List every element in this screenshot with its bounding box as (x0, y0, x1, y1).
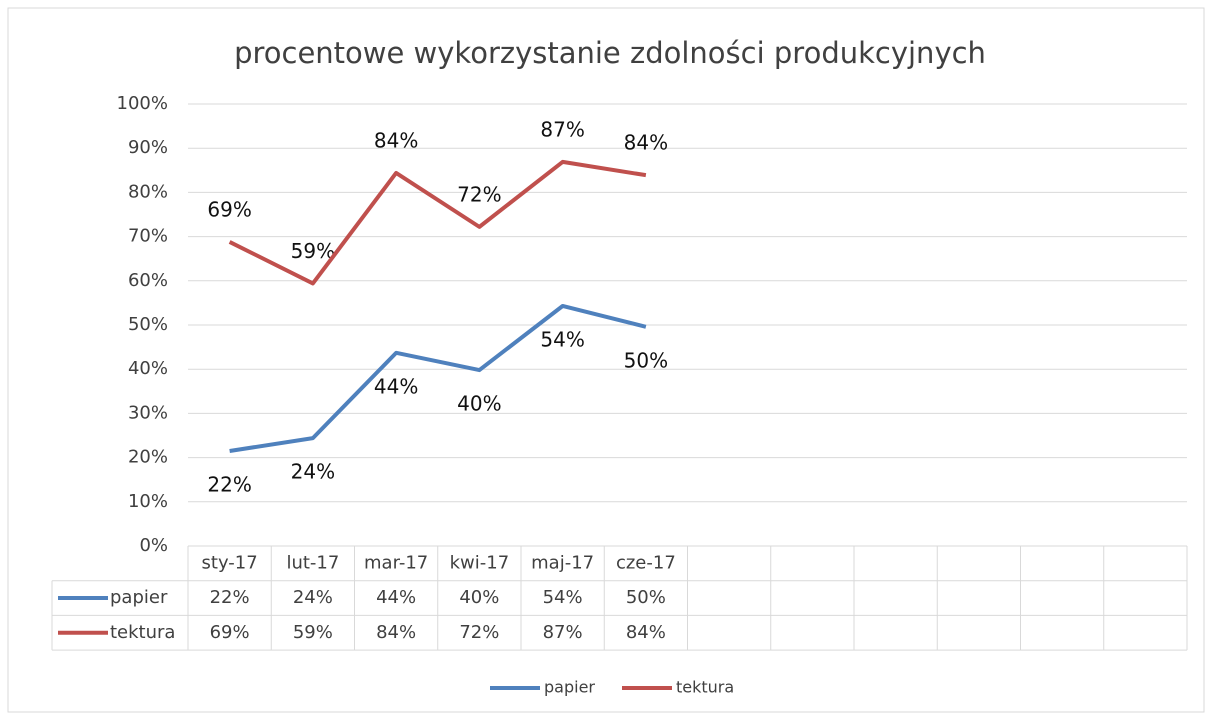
y-tick-label: 100% (117, 93, 168, 114)
legend-label: papier (544, 678, 595, 697)
y-tick-label: 90% (128, 137, 168, 158)
data-label: 87% (540, 117, 584, 141)
table-cell: 72% (459, 622, 499, 643)
data-label: 72% (457, 182, 501, 206)
chart-title: procentowe wykorzystanie zdolności produ… (234, 36, 986, 70)
data-label: 69% (207, 197, 251, 221)
data-label: 50% (624, 348, 668, 372)
y-tick-label: 30% (128, 402, 168, 423)
y-tick-label: 20% (128, 447, 168, 468)
x-tick-label: sty-17 (202, 552, 258, 573)
table-cell: 40% (459, 587, 499, 608)
data-label: 40% (457, 392, 501, 416)
table-cell: 84% (626, 622, 666, 643)
table-cell: 59% (293, 622, 333, 643)
x-tick-label: mar-17 (364, 552, 428, 573)
table-cell: 44% (376, 587, 416, 608)
table-cell: 84% (376, 622, 416, 643)
line (229, 303, 647, 453)
table-series-name: papier (110, 587, 168, 608)
y-tick-label: 40% (128, 358, 168, 379)
line (228, 159, 647, 286)
table-cell: 87% (543, 622, 583, 643)
data-label: 84% (374, 128, 418, 152)
table-cell: 69% (210, 622, 250, 643)
y-tick-label: 10% (128, 491, 168, 512)
x-tick-label: kwi-17 (450, 552, 510, 573)
data-label: 22% (207, 472, 251, 496)
y-tick-label: 0% (139, 535, 168, 556)
table-cell: 54% (543, 587, 583, 608)
table-cell: 22% (210, 587, 250, 608)
data-label: 84% (624, 131, 668, 155)
data-label: 59% (291, 239, 335, 263)
y-tick-label: 60% (128, 270, 168, 291)
legend-label: tektura (676, 678, 734, 697)
data-label: 44% (374, 374, 418, 398)
y-tick-label: 80% (128, 181, 168, 202)
data-label: 54% (540, 327, 584, 351)
table-cell: 24% (293, 587, 333, 608)
x-tick-label: lut-17 (286, 552, 339, 573)
y-tick-label: 70% (128, 226, 168, 247)
table-series-name: tektura (110, 622, 175, 643)
x-tick-label: maj-17 (531, 552, 594, 573)
data-label: 24% (291, 460, 335, 484)
chart-frame (7, 7, 1205, 713)
table-cell: 50% (626, 587, 666, 608)
y-tick-label: 50% (128, 314, 168, 335)
x-tick-label: cze-17 (616, 552, 676, 573)
